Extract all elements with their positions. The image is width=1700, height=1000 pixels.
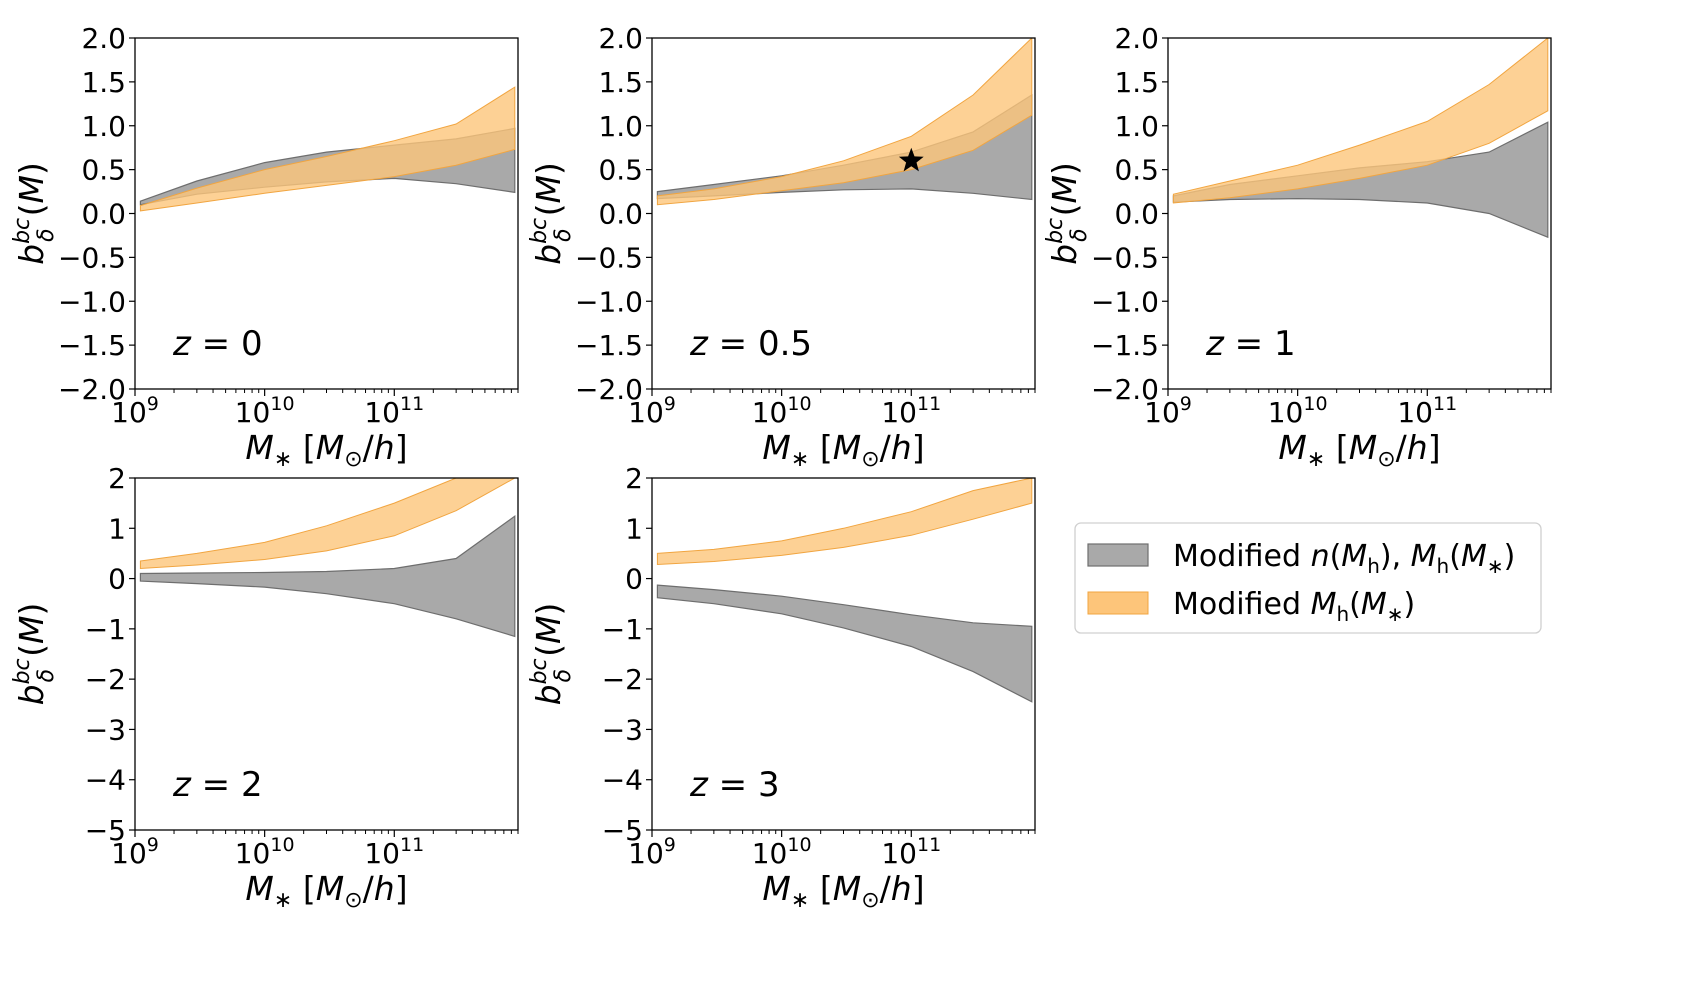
y-tick-label: 0.0 bbox=[81, 198, 126, 231]
y-tick-label: 1.0 bbox=[1114, 110, 1159, 143]
y-tick-label: −2.0 bbox=[575, 373, 643, 406]
y-tick-label: 0.0 bbox=[1114, 198, 1159, 231]
y-tick-label: 2 bbox=[625, 462, 643, 495]
y-tick-label: −3 bbox=[85, 713, 126, 746]
y-tick-label: 0.5 bbox=[81, 154, 126, 187]
y-tick-label: 1.0 bbox=[81, 110, 126, 143]
y-tick-label: 0.0 bbox=[598, 198, 643, 231]
y-tick-label: −1 bbox=[85, 613, 126, 646]
y-tick-label: −2.0 bbox=[58, 373, 126, 406]
redshift-label: z = 0 bbox=[172, 324, 263, 364]
y-tick-label: −2.0 bbox=[1091, 373, 1159, 406]
x-tick-label: 109 bbox=[1144, 393, 1192, 429]
y-tick-label: −1.0 bbox=[58, 285, 126, 318]
y-tick-label: 1.5 bbox=[1114, 66, 1159, 99]
legend-label-orange: Modified Mh(M∗) bbox=[1173, 587, 1415, 626]
x-axis-label: M∗ [M⊙/h] bbox=[245, 869, 407, 913]
x-tick-label: 1011 bbox=[1397, 393, 1457, 429]
y-tick-label: 2 bbox=[108, 462, 126, 495]
panel-z2: −5 −4 −3 −2 −1 0 1 2 109 1010 1011 z = 2 M∗ [M⊙/h] bb… bbox=[10, 462, 519, 913]
legend-frame bbox=[1074, 522, 1542, 634]
redshift-label: z = 0.5 bbox=[689, 324, 812, 364]
redshift-label: z = 2 bbox=[172, 765, 263, 805]
y-tick-label: 2.0 bbox=[598, 22, 643, 55]
y-tick-label: 0.5 bbox=[1114, 154, 1159, 187]
x-tick-label: 109 bbox=[111, 393, 159, 429]
x-tick-label: 109 bbox=[628, 393, 676, 429]
y-tick-label: −0.5 bbox=[575, 241, 643, 274]
panel-z0.5: −2.0 −1.5 −1.0 −0.5 0.0 0.5 1.0 1.5 2.0 109 1010 10… bbox=[527, 22, 1036, 472]
x-tick-label: 1011 bbox=[881, 834, 941, 870]
panel-z1: −2.0 −1.5 −1.0 −0.5 0.0 0.5 1.0 1.5 2.0 109 1010 10… bbox=[1043, 22, 1552, 472]
y-tick-label: −0.5 bbox=[1091, 241, 1159, 274]
y-tick-label: 0.5 bbox=[598, 154, 643, 187]
redshift-label: z = 1 bbox=[1205, 324, 1296, 364]
x-tick-label: 1010 bbox=[752, 834, 812, 870]
legend-swatch-orange bbox=[1087, 591, 1149, 615]
redshift-label: z = 3 bbox=[689, 765, 780, 805]
y-tick-label: −1.5 bbox=[1091, 329, 1159, 362]
y-tick-label: 1.5 bbox=[81, 66, 126, 99]
band-modified-mh bbox=[1172, 38, 1549, 204]
x-tick-label: 109 bbox=[111, 834, 159, 870]
x-tick-label: 1011 bbox=[364, 393, 424, 429]
x-tick-label: 1010 bbox=[235, 393, 295, 429]
star-marker bbox=[898, 147, 924, 172]
plot-area bbox=[656, 38, 1033, 206]
y-tick-label: −1.5 bbox=[58, 329, 126, 362]
panel-z0: −2.0 −1.5 −1.0 −0.5 0.0 0.5 1.0 1.5 2.0 109 1010 10… bbox=[10, 22, 519, 472]
y-tick-label: 1 bbox=[108, 512, 126, 545]
band-modified-mh bbox=[139, 478, 516, 570]
y-tick-label: 2.0 bbox=[1114, 22, 1159, 55]
band-modified-n-mh bbox=[656, 584, 1033, 703]
y-tick-label: 1.5 bbox=[598, 66, 643, 99]
x-axis-label: M∗ [M⊙/h] bbox=[245, 428, 407, 472]
plot-area bbox=[139, 86, 516, 212]
y-tick-label: −4 bbox=[602, 764, 643, 797]
x-tick-label: 1010 bbox=[1268, 393, 1328, 429]
legend-label-gray: Modified n(Mh), Mh(M∗) bbox=[1173, 539, 1515, 578]
panel-z3: −5 −4 −3 −2 −1 0 1 2 109 1010 1011 z = 3 M∗ [M⊙/h] bb… bbox=[527, 462, 1036, 913]
y-tick-label: −5 bbox=[602, 814, 643, 847]
legend: Modified n(Mh), Mh(M∗) Modified Mh(M∗) bbox=[1074, 522, 1542, 634]
y-tick-label: 0 bbox=[108, 563, 126, 596]
x-axis-label: M∗ [M⊙/h] bbox=[762, 428, 924, 472]
y-tick-label: 1 bbox=[625, 512, 643, 545]
y-tick-label: −1.0 bbox=[1091, 285, 1159, 318]
y-tick-label: −0.5 bbox=[58, 241, 126, 274]
x-tick-label: 109 bbox=[628, 834, 676, 870]
y-tick-label: −5 bbox=[85, 814, 126, 847]
band-modified-n-mh bbox=[139, 515, 516, 638]
plot-area bbox=[1172, 38, 1549, 239]
y-axis-label: bbcδ(M) bbox=[527, 162, 576, 265]
y-tick-label: 2.0 bbox=[81, 22, 126, 55]
y-tick-label: −2 bbox=[85, 663, 126, 696]
x-axis-label: M∗ [M⊙/h] bbox=[762, 869, 924, 913]
y-tick-label: −1.0 bbox=[575, 285, 643, 318]
y-tick-label: −4 bbox=[85, 764, 126, 797]
plot-area bbox=[656, 478, 1033, 703]
band-modified-mh bbox=[656, 478, 1033, 566]
y-axis-label: bbcδ(M) bbox=[10, 162, 59, 265]
x-tick-label: 1011 bbox=[364, 834, 424, 870]
band-modified-mh bbox=[656, 38, 1033, 206]
x-tick-label: 1011 bbox=[881, 393, 941, 429]
y-tick-label: 0 bbox=[625, 563, 643, 596]
y-tick-label: −3 bbox=[602, 713, 643, 746]
y-tick-label: 1.0 bbox=[598, 110, 643, 143]
y-axis-label: bbcδ(M) bbox=[527, 603, 576, 706]
y-tick-label: −1 bbox=[602, 613, 643, 646]
plot-area bbox=[139, 478, 516, 638]
y-tick-label: −2 bbox=[602, 663, 643, 696]
y-tick-label: −1.5 bbox=[575, 329, 643, 362]
x-tick-label: 1010 bbox=[235, 834, 295, 870]
x-tick-label: 1010 bbox=[752, 393, 812, 429]
x-axis-label: M∗ [M⊙/h] bbox=[1278, 428, 1440, 472]
y-axis-label: bbcδ(M) bbox=[1043, 162, 1092, 265]
y-axis-label: bbcδ(M) bbox=[10, 603, 59, 706]
legend-swatch-gray bbox=[1087, 543, 1149, 567]
band-modified-mh bbox=[139, 86, 516, 212]
